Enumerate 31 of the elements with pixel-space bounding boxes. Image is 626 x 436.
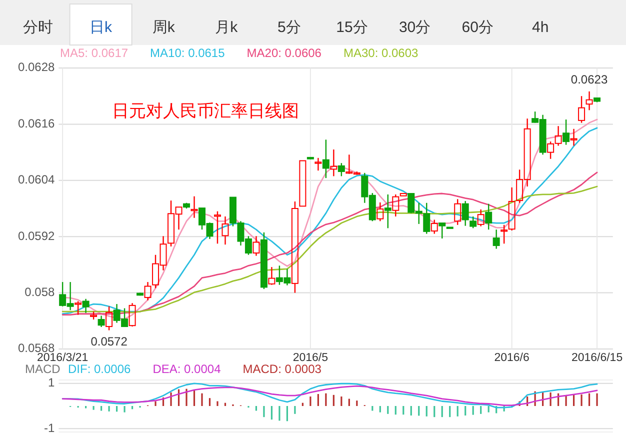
text: MA20: 0.0606	[246, 46, 322, 60]
text: 4h	[532, 18, 549, 36]
text: 15分	[336, 18, 368, 36]
text: 日k	[90, 18, 113, 36]
chart-title: MACD	[25, 362, 61, 376]
x-tick-label: 2016/3/21	[36, 352, 88, 364]
series-label: DIF: 0.0006	[68, 362, 132, 376]
x-tick-label: 2016/5	[292, 352, 328, 364]
y-tick-label: 0.0628	[18, 60, 56, 74]
y-tick-label: -1	[44, 420, 56, 435]
text: MA5: 0.0617	[60, 46, 128, 60]
y-tick-label: 0.0604	[18, 172, 56, 187]
series-label: MACD: 0.0003	[242, 362, 322, 376]
y-tick-label: 0.058	[24, 284, 56, 299]
text: 30分	[398, 18, 431, 36]
x-tick-label: 2016/6/15	[571, 352, 623, 364]
y-tick-label: 0.0592	[18, 228, 56, 243]
series-label: DEA: 0.0004	[152, 362, 222, 376]
y-tick-label: 0.0616	[18, 116, 56, 130]
y-tick-label: 1	[48, 376, 56, 390]
text: 周k	[152, 18, 176, 36]
text: 5分	[278, 18, 301, 36]
text: 60分	[462, 18, 494, 36]
text: 日元对人民币汇率日线图	[112, 101, 299, 120]
text: 月k	[215, 18, 238, 36]
annotation: 0.0623	[570, 72, 608, 87]
x-tick-label: 2016/6	[494, 352, 530, 364]
text: MA10: 0.0615	[150, 46, 226, 60]
annotation: 0.0572	[90, 334, 128, 348]
text: 分时	[23, 18, 53, 36]
text: MA30: 0.0603	[343, 46, 419, 60]
